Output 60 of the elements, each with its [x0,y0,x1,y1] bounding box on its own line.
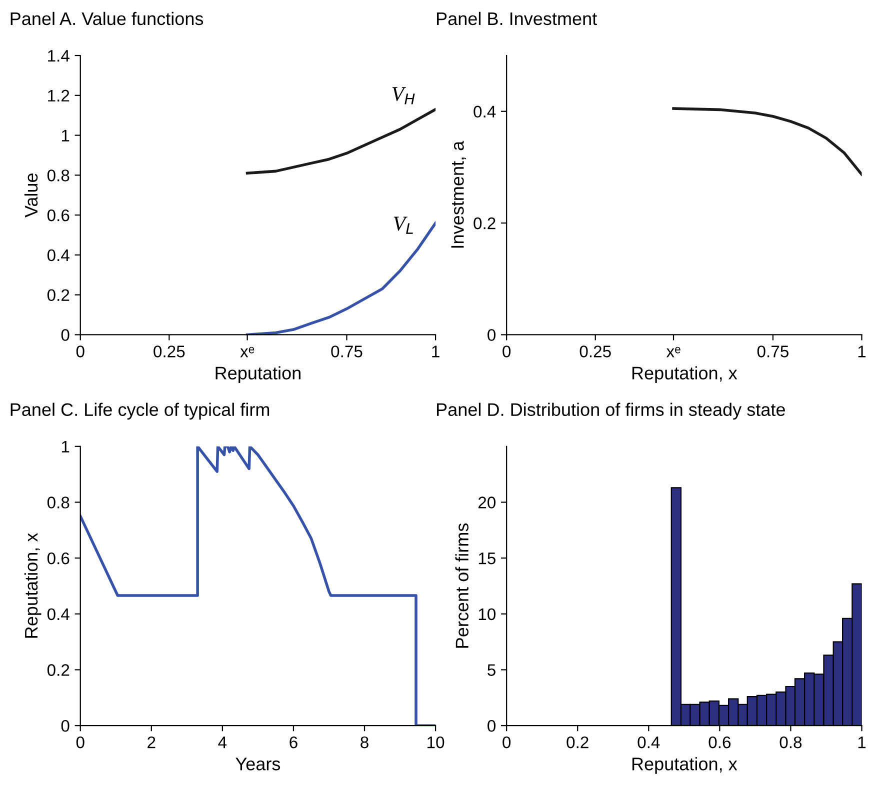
x-tick-label: xᵉ [240,346,254,358]
x-tick-label: 8 [360,736,368,748]
y-tick-label: 5 [488,664,496,676]
y-tick-label: 0.4 [47,608,70,620]
x-axis-title: Reputation, x [632,757,738,774]
y-tick-label: 0.4 [474,106,496,118]
chart-title: Panel C. Life cycle of typical firm [10,402,270,420]
y-tick-label: 0.4 [47,249,70,262]
y-axis-title: Reputation, x [24,532,42,638]
line-series [246,108,436,175]
x-tick-label: 6 [290,736,298,748]
x-tick-label: 0.8 [780,736,802,748]
x-tick-label: 2 [148,736,156,748]
x-tick-label: 4 [218,736,227,748]
x-tick-label: 0 [502,346,511,358]
y-tick-label: 15 [478,552,496,564]
chart-title: Panel A. Value functions [10,12,204,26]
y-tick-label: 0 [61,720,70,732]
y-tick-label: 0.8 [47,496,70,508]
y-tick-label: 0 [488,720,496,732]
x-tick-label: 0.6 [708,736,731,748]
x-tick-label: 0.75 [331,346,362,358]
series-label: V$_{L}$ [394,216,413,234]
y-tick-label: 1.4 [48,50,70,62]
x-tick-label: 1 [858,346,866,358]
chart-title: Panel D. Distribution of firms in steady state [437,402,785,420]
x-tick-label: 0 [76,346,84,358]
y-axis-title: Investment, a [451,140,466,248]
x-tick-label: 0.2 [566,736,588,748]
y-tick-label: 0.6 [47,209,70,222]
y-tick-label: 1 [62,130,70,142]
x-axis-title: Years [236,758,280,770]
y-tick-label: 0 [61,329,70,341]
y-tick-label: 0 [488,329,496,341]
x-tick-label: 0 [502,736,511,748]
y-tick-label: 10 [478,608,496,620]
y-tick-label: 20 [478,496,496,508]
x-tick-label: 0.25 [580,346,611,358]
y-tick-label: 0.2 [47,664,70,676]
series-label: V$_{H}$ [392,87,415,104]
x-tick-label: 1 [432,346,440,358]
x-tick-label: 0.25 [154,346,185,358]
x-tick-label: 1 [858,736,866,748]
y-tick-label: 0.6 [47,552,70,564]
chart-title: Panel B. Investment [437,12,597,26]
y-tick-label: 0.8 [47,170,70,182]
y-tick-label: 1.2 [48,90,70,102]
y-axis-title: Percent of firms [455,523,468,648]
y-axis-title: Value [24,173,38,218]
x-axis-title: Reputation, x [632,366,738,384]
x-tick-label: 0 [76,736,84,748]
line-series [672,107,862,176]
x-tick-label: 0.4 [638,736,660,748]
y-tick-label: 0.2 [47,289,70,302]
y-tick-label: 1 [62,440,70,452]
y-tick-label: 0.2 [474,217,496,230]
x-tick-label: xᵉ [666,346,680,358]
x-axis-title: Reputation [216,366,300,384]
x-tick-label: 0.75 [757,346,788,358]
x-tick-label: 10 [428,736,444,748]
